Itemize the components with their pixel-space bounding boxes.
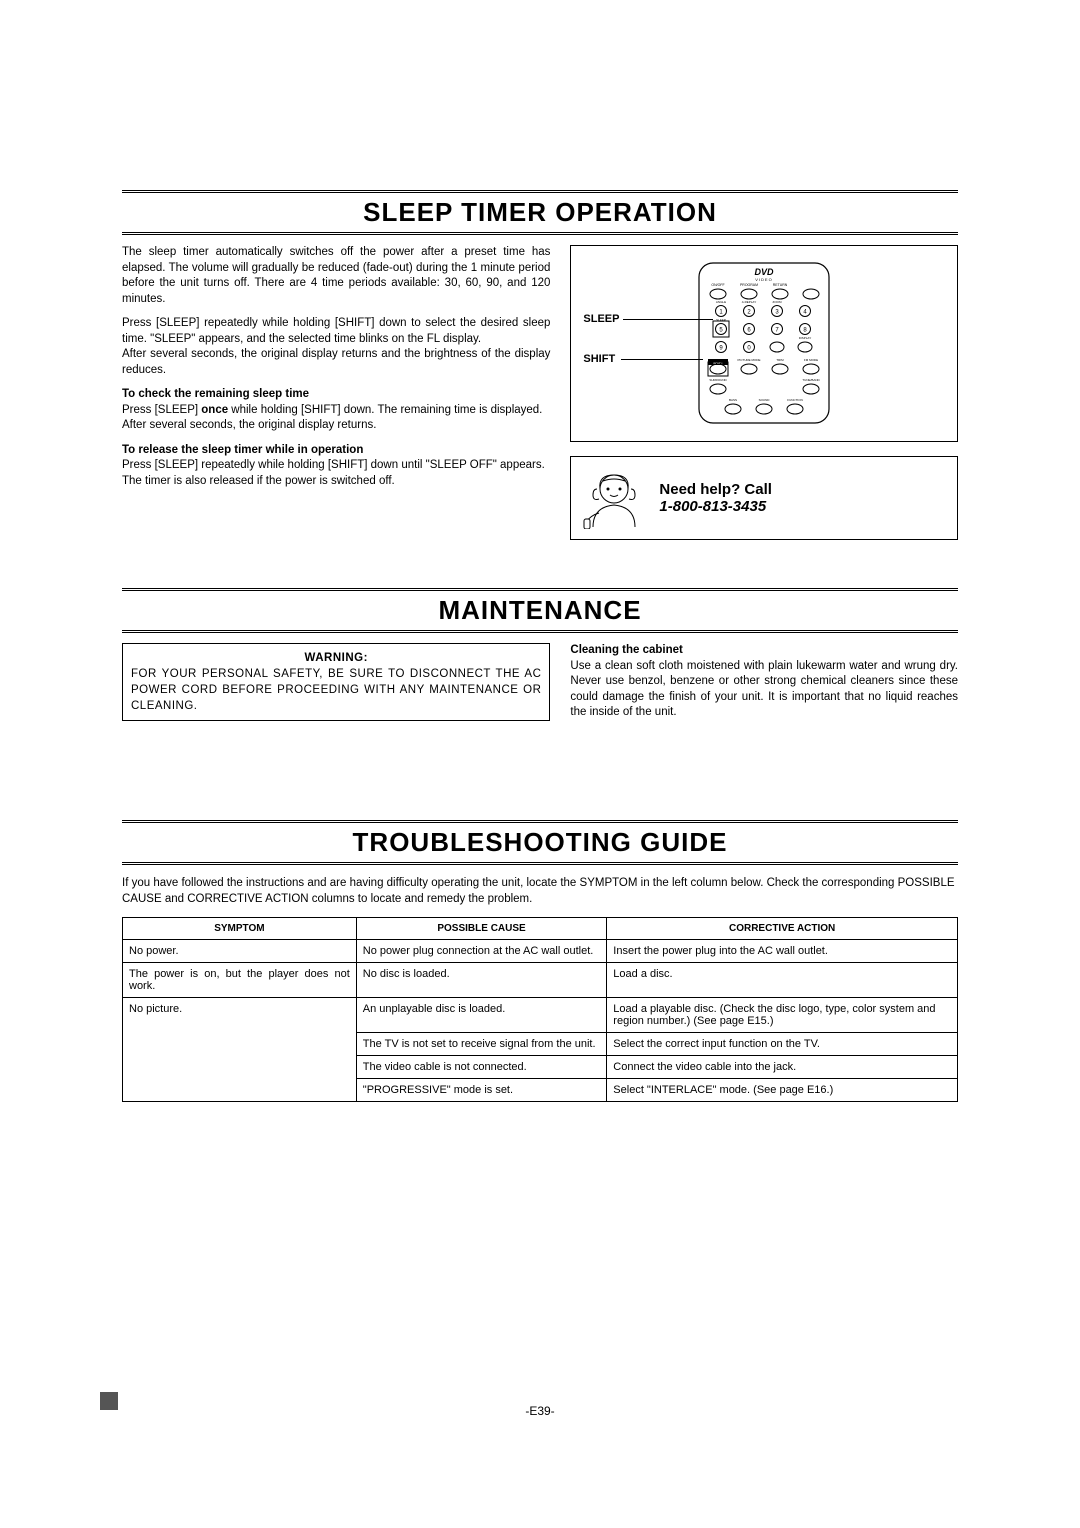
troubleshoot-table: SYMPTOM POSSIBLE CAUSE CORRECTIVE ACTION… [122, 917, 958, 1102]
cell-symptom: No picture. [123, 997, 357, 1101]
sleep-p4: Press [SLEEP] once while holding [SHIFT]… [122, 403, 550, 419]
sleep-p4b: once [201, 404, 228, 416]
section-title: TROUBLESHOOTING GUIDE [353, 827, 728, 857]
cell-cause: The video cable is not connected. [356, 1055, 607, 1078]
sleep-h2: To release the sleep timer while in oper… [122, 443, 550, 459]
svg-text:FUNCTION: FUNCTION [787, 398, 803, 402]
svg-text:TRIM: TRIM [777, 358, 785, 362]
lead-line-sleep [623, 319, 713, 320]
svg-text:ON/OFF: ON/OFF [712, 283, 725, 287]
sleep-p7: The timer is also released if the power … [122, 474, 550, 490]
cell-action: Select "INTERLACE" mode. (See page E16.) [607, 1078, 958, 1101]
th-cause: POSSIBLE CAUSE [356, 917, 607, 939]
support-person-icon [583, 467, 645, 529]
svg-text:A.REPLAY: A.REPLAY [742, 300, 756, 304]
svg-text:BASS: BASS [729, 398, 737, 402]
cell-symptom: No power. [123, 939, 357, 962]
cell-symptom: The power is on, but the player does not… [123, 962, 357, 997]
section-heading-sleep: SLEEP TIMER OPERATION [122, 190, 958, 235]
svg-text:ZOOM: ZOOM [773, 300, 782, 304]
section-heading-troubleshoot: TROUBLESHOOTING GUIDE [122, 820, 958, 865]
svg-text:PICTURE MODE: PICTURE MODE [738, 358, 761, 362]
maintenance-clean-col: Cleaning the cabinet Use a clean soft cl… [570, 643, 958, 730]
cell-action: Load a disc. [607, 962, 958, 997]
svg-text:DISPLAY: DISPLAY [799, 336, 811, 340]
troubleshoot-intro: If you have followed the instructions an… [122, 875, 958, 907]
clean-heading: Cleaning the cabinet [570, 643, 958, 659]
th-action: CORRECTIVE ACTION [607, 917, 958, 939]
cell-cause: "PROGRESSIVE" mode is set. [356, 1078, 607, 1101]
warning-body: FOR YOUR PERSONAL SAFETY, BE SURE TO DIS… [131, 666, 541, 714]
sleep-text-column: The sleep timer automatically switches o… [122, 245, 550, 540]
svg-text:SOUND: SOUND [759, 398, 771, 402]
warning-label: WARNING: [131, 650, 541, 666]
svg-text:SURROUND: SURROUND [710, 378, 728, 382]
need-help-text: Need help? Call 1-800-813-3435 [659, 481, 772, 515]
sleep-illustration-column: SLEEP SHIFT DVD VIDEO ON/OFF [570, 245, 958, 540]
cell-action: Load a playable disc. (Check the disc lo… [607, 997, 958, 1032]
sleep-p1: The sleep timer automatically switches o… [122, 245, 550, 307]
cell-action: Insert the power plug into the AC wall o… [607, 939, 958, 962]
sleep-p2: Press [SLEEP] repeatedly while holding [… [122, 316, 550, 347]
svg-text:TUNE/BAND: TUNE/BAND [803, 378, 821, 382]
svg-text:ANGLE: ANGLE [716, 300, 726, 304]
cell-action: Connect the video cable into the jack. [607, 1055, 958, 1078]
sleep-p4c: while holding [SHIFT] down. The remainin… [228, 404, 542, 416]
sleep-h1: To check the remaining sleep time [122, 387, 550, 403]
remote-icon: DVD VIDEO ON/OFF PROGRAM RETURN 1 2 3 4 … [689, 261, 839, 426]
svg-text:FM MODE: FM MODE [804, 358, 818, 362]
remote-diagram: SLEEP SHIFT DVD VIDEO ON/OFF [570, 245, 958, 442]
svg-text:PROGRAM: PROGRAM [740, 283, 758, 287]
need-help-box: Need help? Call 1-800-813-3435 [570, 456, 958, 540]
warning-box: WARNING: FOR YOUR PERSONAL SAFETY, BE SU… [122, 643, 550, 721]
cell-cause: The TV is not set to receive signal from… [356, 1032, 607, 1055]
manual-page: SLEEP TIMER OPERATION The sleep timer au… [0, 0, 1080, 1528]
svg-text:DVD: DVD [755, 267, 775, 277]
table-row: No picture.An unplayable disc is loaded.… [123, 997, 958, 1032]
sleep-two-col: The sleep timer automatically switches o… [122, 245, 958, 540]
remote-label-sleep: SLEEP [583, 313, 619, 325]
maintenance-two-col: WARNING: FOR YOUR PERSONAL SAFETY, BE SU… [122, 643, 958, 730]
section-heading-maintenance: MAINTENANCE [122, 588, 958, 633]
cell-cause: No power plug connection at the AC wall … [356, 939, 607, 962]
table-row: The power is on, but the player does not… [123, 962, 958, 997]
svg-text:RETURN: RETURN [773, 283, 788, 287]
svg-text:VIDEO: VIDEO [755, 277, 772, 282]
lead-line-shift [621, 359, 703, 360]
cell-cause: An unplayable disc is loaded. [356, 997, 607, 1032]
need-help-title: Need help? Call [659, 481, 772, 498]
section-title: MAINTENANCE [438, 595, 641, 625]
table-header-row: SYMPTOM POSSIBLE CAUSE CORRECTIVE ACTION [123, 917, 958, 939]
th-symptom: SYMPTOM [123, 917, 357, 939]
sleep-p5: After several seconds, the original disp… [122, 418, 550, 434]
clean-body: Use a clean soft cloth moistened with pl… [570, 659, 958, 721]
cell-action: Select the correct input function on the… [607, 1032, 958, 1055]
cell-cause: No disc is loaded. [356, 962, 607, 997]
sleep-p6: Press [SLEEP] repeatedly while holding [… [122, 458, 550, 474]
table-row: No power.No power plug connection at the… [123, 939, 958, 962]
sleep-p3: After several seconds, the original disp… [122, 347, 550, 378]
page-number: -E39- [0, 1404, 1080, 1418]
section-title: SLEEP TIMER OPERATION [363, 197, 717, 227]
remote-label-shift: SHIFT [583, 353, 615, 365]
need-help-phone: 1-800-813-3435 [659, 498, 772, 515]
sleep-p4a: Press [SLEEP] [122, 404, 201, 416]
maintenance-warning-col: WARNING: FOR YOUR PERSONAL SAFETY, BE SU… [122, 643, 550, 730]
